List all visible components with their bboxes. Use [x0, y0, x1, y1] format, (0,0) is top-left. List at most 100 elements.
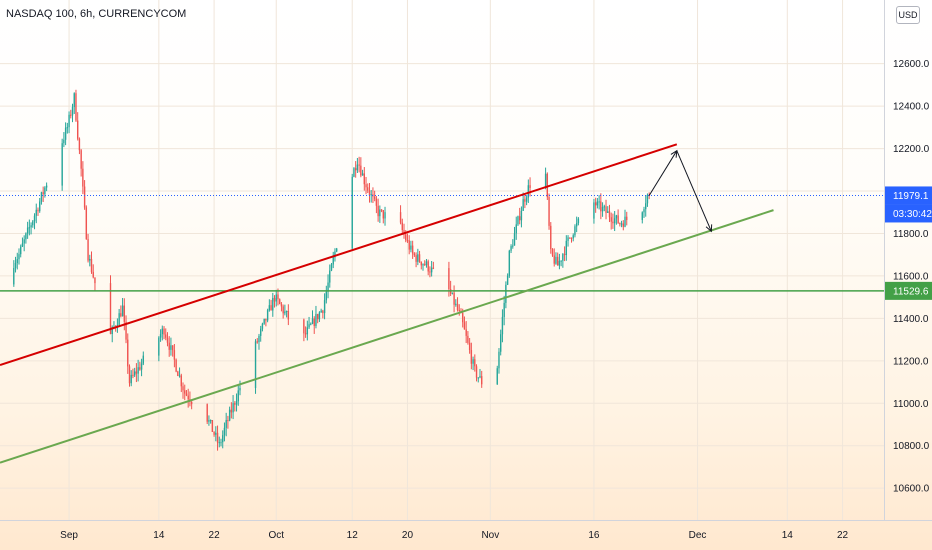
candle-body	[424, 264, 426, 266]
candle-body	[560, 260, 562, 262]
candle-body	[206, 404, 208, 422]
y-tick-label: 10600.0	[893, 484, 930, 495]
candle-body	[479, 376, 481, 378]
candle-body	[33, 215, 36, 222]
candle-body	[524, 199, 526, 202]
candle-body	[14, 263, 17, 268]
candle-body	[572, 235, 574, 239]
candle-body	[78, 138, 81, 151]
candle-body	[556, 256, 559, 266]
candle-body	[626, 216, 628, 220]
candle-body	[272, 297, 274, 311]
candle-body	[228, 409, 231, 421]
candle-body	[408, 240, 410, 250]
candle-body	[256, 341, 258, 343]
candle-body	[615, 215, 618, 219]
candle-body	[506, 275, 509, 285]
candle-body	[351, 176, 353, 249]
candle-body	[544, 173, 547, 188]
candle-body	[166, 337, 169, 343]
countdown-tag-bg	[885, 204, 932, 223]
currency-button[interactable]: USD	[896, 6, 920, 24]
candle-body	[64, 127, 67, 140]
x-tick-label: 22	[209, 530, 221, 541]
candle-body	[463, 322, 466, 330]
candle-body	[318, 312, 321, 320]
y-tick-label: 12400.0	[893, 102, 930, 113]
candle-body	[180, 375, 182, 387]
candle-body	[260, 328, 262, 336]
candle-body	[422, 264, 424, 266]
candle-body	[44, 187, 46, 195]
candle-body	[187, 395, 189, 400]
candle-body	[277, 294, 279, 300]
candle-body	[190, 402, 193, 405]
candle-body	[32, 221, 34, 226]
candle-body	[322, 310, 324, 314]
candle-body	[420, 261, 422, 266]
candle-body	[40, 192, 43, 202]
candle-body	[379, 209, 381, 217]
candle-body	[90, 258, 93, 272]
candle-body	[89, 258, 91, 261]
candle-body	[92, 271, 94, 278]
countdown-tag: 03:30:42	[885, 204, 932, 223]
x-tick-label: Oct	[268, 530, 284, 541]
candle-body	[456, 303, 459, 311]
candle-body	[279, 299, 281, 304]
candle-body	[353, 168, 355, 177]
candle-body	[546, 173, 549, 198]
candle-body	[384, 212, 386, 219]
candle-body	[20, 246, 22, 255]
candle-body	[130, 374, 132, 384]
candle-body	[120, 313, 122, 317]
candle-body	[370, 194, 372, 196]
candle-body	[610, 217, 612, 222]
candle-body	[39, 201, 41, 212]
candle-body	[211, 420, 214, 432]
candle-body	[382, 210, 384, 219]
candle-body	[373, 196, 376, 199]
candle-body	[178, 375, 181, 377]
candle-body	[73, 93, 75, 108]
candle-body	[123, 305, 126, 322]
candle-body	[137, 367, 139, 374]
candle-body	[230, 409, 233, 413]
candle-body	[565, 240, 568, 255]
candle-body	[575, 222, 578, 227]
candle-body	[427, 261, 429, 272]
candle-body	[323, 300, 326, 314]
candle-body	[468, 342, 471, 351]
candle-body	[220, 442, 222, 444]
candle-body	[474, 359, 476, 367]
candle-body	[266, 310, 269, 321]
candle-body	[71, 107, 74, 116]
candle-body	[367, 187, 369, 191]
candle-body	[128, 366, 131, 384]
candle-body	[254, 341, 257, 389]
candle-body	[525, 197, 528, 202]
candle-body	[620, 223, 623, 225]
candle-body	[135, 371, 138, 374]
candle-body	[270, 305, 272, 311]
candle-body	[223, 427, 226, 436]
candle-body	[26, 227, 29, 234]
candle-body	[368, 190, 371, 196]
candle-body	[567, 237, 569, 241]
candle-body	[261, 323, 264, 329]
candle-body	[215, 432, 217, 435]
candle-body	[225, 420, 227, 428]
candle-body	[594, 202, 597, 206]
candle-body	[316, 314, 319, 320]
candle-body	[405, 234, 407, 241]
candle-body	[645, 203, 647, 210]
candle-body	[125, 321, 127, 340]
projection-arrow-segment	[648, 150, 678, 196]
candle-body	[232, 403, 234, 413]
candle-body	[218, 442, 220, 444]
candle-body	[227, 420, 229, 422]
candle-body	[13, 267, 15, 285]
